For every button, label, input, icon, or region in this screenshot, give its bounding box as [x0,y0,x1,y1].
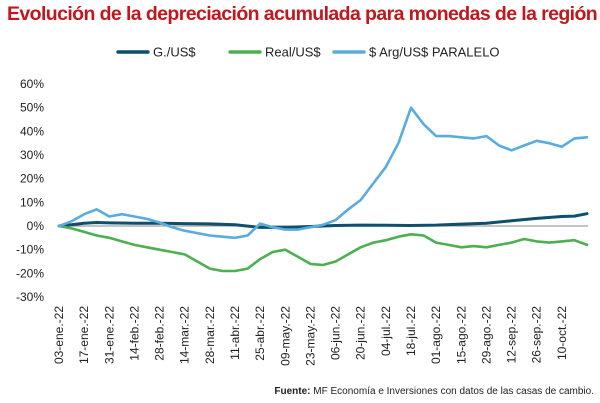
x-tick-label: 14-feb.-22 [127,306,141,361]
x-tick-label: 31-ene.-22 [102,306,116,364]
chart-title: Evolución de la depreciación acumulada p… [7,3,598,25]
x-tick-label: 18-jul.-22 [404,306,418,356]
x-tick-label: 20-jun.-22 [354,306,368,360]
y-tick-label: -10% [16,243,44,257]
source-note: Fuente: MF Economía e Inversiones con da… [274,386,594,397]
x-tick-label: 28-mar.-22 [203,306,217,364]
series-line-3 [57,106,589,240]
x-tick-label: 10-oct.-22 [555,306,569,360]
axes: 60% 50% 40% 30% 20% 10% 0% -10% -20% -30% 03-ene.-… [16,77,588,366]
y-tick-label: 50% [20,101,44,115]
source-text: MF Economía e Inversiones con datos de l… [313,386,594,397]
x-tick-label: 23-may.-22 [303,306,317,366]
legend-label-2: Real/US$ [265,45,321,60]
x-tick-label: 29-ago.-22 [479,306,493,364]
x-tick-label: 03-ene.-22 [52,306,66,364]
x-tick-label: 01-ago.-22 [429,306,443,364]
series-group [57,106,589,273]
x-tick-label: 17-ene.-22 [77,306,91,364]
x-tick-label: 14-mar.-22 [178,306,192,364]
y-tick-label: 10% [20,195,44,209]
legend: G./US$ Real/US$ $ Arg/US$ PARALELO [116,45,500,60]
source-label: Fuente: [274,386,311,397]
x-tick-label: 26-sep.-22 [530,306,544,364]
y-tick-label: -30% [16,290,44,304]
x-tick-label: 11-abr.-22 [228,306,242,360]
y-tick-label: 30% [20,148,44,162]
y-tick-label: -20% [16,266,44,280]
x-tick-label: 09-may.-22 [278,306,292,366]
x-tick-label: 28-feb.-22 [153,306,167,361]
legend-label-1: G./US$ [153,45,196,60]
y-tick-label: 0% [27,219,45,233]
legend-label-3: $ Arg/US$ PARALELO [369,45,500,60]
x-tick-label: 15-ago.-22 [454,306,468,364]
y-tick-label: 60% [20,77,44,91]
x-tick-label: 12-sep.-22 [505,306,519,364]
y-tick-label: 20% [20,172,44,186]
series-line-2 [57,224,589,273]
y-tick-label: 40% [20,124,44,138]
x-tick-label: 25-abr.-22 [253,306,267,361]
x-tick-label: 04-jul.-22 [379,306,393,356]
x-tick-label: 06-jun.-22 [329,306,343,360]
